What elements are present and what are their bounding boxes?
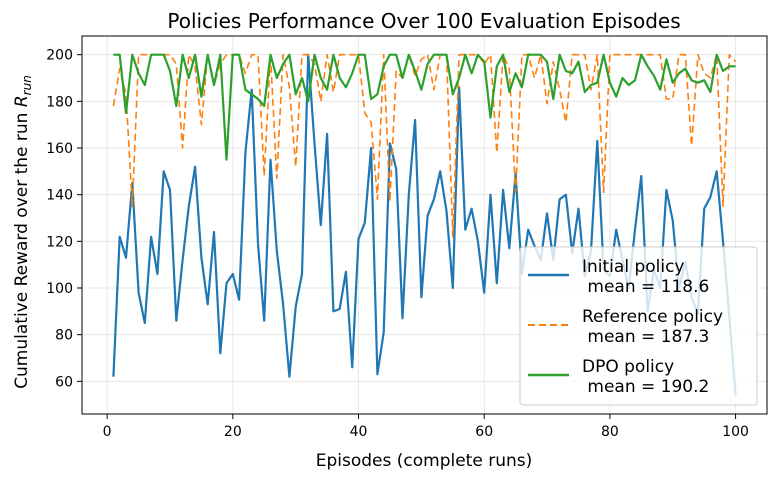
x-tick-label: 60 xyxy=(475,424,493,440)
x-tick-label: 0 xyxy=(103,424,112,440)
x-axis-label: Episodes (complete runs) xyxy=(316,451,533,471)
y-tick-label: 120 xyxy=(46,234,73,250)
x-tick-label: 80 xyxy=(601,424,619,440)
legend-mean-reference-policy: mean = 187.3 xyxy=(582,327,709,347)
plot-frame xyxy=(81,35,768,415)
legend-name-initial-policy: Initial policy xyxy=(582,257,685,277)
y-axis-label-symbol: R xyxy=(12,95,32,107)
chart-title: Policies Performance Over 100 Evaluation… xyxy=(167,9,680,33)
y-tick-label: 80 xyxy=(55,328,73,344)
x-axis: 0 20 40 60 80 100 xyxy=(103,414,749,440)
y-axis-label-subscript: run xyxy=(20,75,34,95)
x-tick-label: 20 xyxy=(224,424,242,440)
legend-label-initial-policy: Initial policy mean = 118.6 xyxy=(582,257,709,297)
legend-name-dpo-policy: DPO policy xyxy=(582,357,674,377)
y-tick-label: 60 xyxy=(55,374,73,390)
legend: Initial policy mean = 118.6 Reference po… xyxy=(519,246,758,406)
y-axis-label-main: Cumulative Reward over the run xyxy=(12,107,32,389)
grid-lines xyxy=(82,36,767,414)
legend-label-dpo-policy: DPO policy mean = 190.2 xyxy=(582,357,709,397)
y-tick-label: 180 xyxy=(46,94,73,110)
y-tick-label: 200 xyxy=(46,48,73,64)
legend-label-reference-policy: Reference policy mean = 187.3 xyxy=(582,307,723,347)
legend-mean-initial-policy: mean = 118.6 xyxy=(582,277,709,297)
y-tick-label: 140 xyxy=(46,188,73,204)
x-tick-label: 40 xyxy=(350,424,368,440)
x-tick-label: 100 xyxy=(722,424,749,440)
legend-name-reference-policy: Reference policy xyxy=(582,307,723,327)
legend-box xyxy=(519,246,758,406)
y-axis: 60 80 100 120 140 160 180 200 xyxy=(46,48,82,390)
y-tick-label: 160 xyxy=(46,141,73,157)
y-tick-label: 100 xyxy=(46,281,73,297)
series-line-dpo-policy xyxy=(113,53,736,161)
y-axis-label: Cumulative Reward over the run Rrun xyxy=(12,75,34,389)
legend-mean-dpo-policy: mean = 190.2 xyxy=(582,377,709,397)
